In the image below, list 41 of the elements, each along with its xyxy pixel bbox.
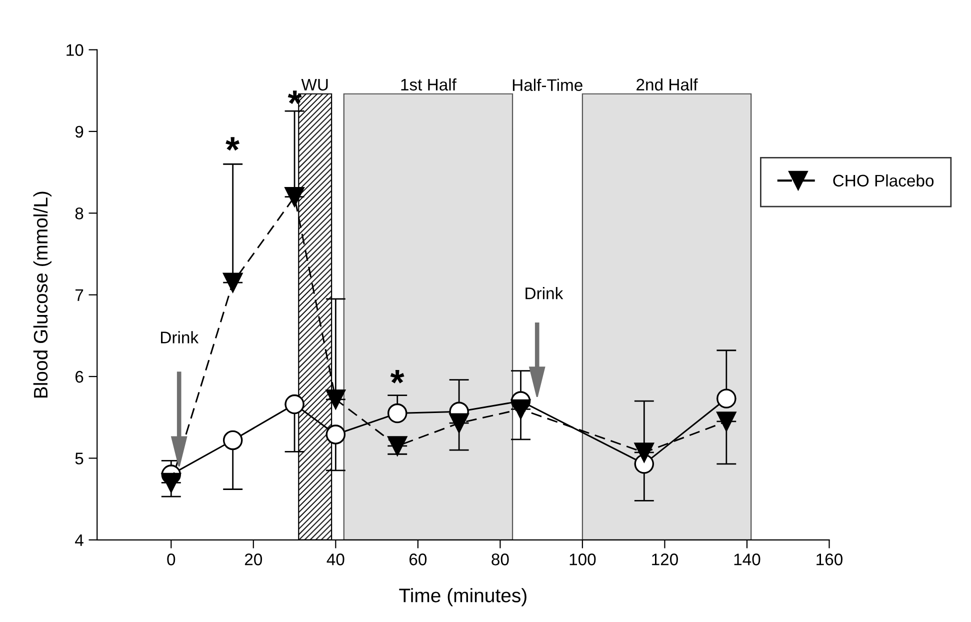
point <box>284 394 304 414</box>
x-tick-label: 160 <box>816 554 842 566</box>
y-tick-label: 10 <box>66 44 84 56</box>
annotation: * <box>226 137 240 151</box>
x-tick-label: 60 <box>410 554 427 566</box>
x-tick-label: 80 <box>492 554 509 566</box>
point <box>387 403 408 424</box>
point <box>326 424 346 444</box>
y-tick-label: 6 <box>75 370 84 383</box>
point <box>222 272 243 292</box>
point <box>449 413 469 433</box>
x-axis-title: Time (minutes) <box>399 588 526 606</box>
x-tick-label: 100 <box>570 554 596 566</box>
y-axis-title: Blood Glucose (mmol/L) <box>33 192 52 398</box>
x-tick-label: 140 <box>734 554 760 566</box>
point <box>161 472 181 493</box>
band-label: WU <box>301 78 328 91</box>
y-tick-label: 7 <box>75 289 84 301</box>
y-tick-label: 5 <box>75 452 84 464</box>
y-tick-label: 4 <box>75 534 84 546</box>
point <box>716 388 736 408</box>
x-tick-label: 120 <box>652 554 678 566</box>
point <box>634 442 654 462</box>
x-tick-label: 0 <box>167 554 176 566</box>
point <box>326 390 346 410</box>
point <box>284 186 304 207</box>
point <box>510 399 531 420</box>
x-tick-label: 40 <box>326 554 344 566</box>
point <box>716 412 736 432</box>
x-tick-label: 20 <box>244 554 262 566</box>
band-label: 1st Half <box>401 78 456 91</box>
point <box>222 430 243 450</box>
legend-label: CHO Placebo <box>833 174 934 187</box>
annotation: * <box>390 370 404 384</box>
annotation: Half-Time <box>512 78 582 91</box>
band-label: 2nd Half <box>636 78 698 91</box>
y-tick-label: 8 <box>75 208 84 220</box>
point <box>387 436 408 456</box>
annotation: Drink <box>526 287 564 300</box>
y-tick-label: 9 <box>75 126 84 138</box>
annotation: Drink <box>161 331 199 344</box>
